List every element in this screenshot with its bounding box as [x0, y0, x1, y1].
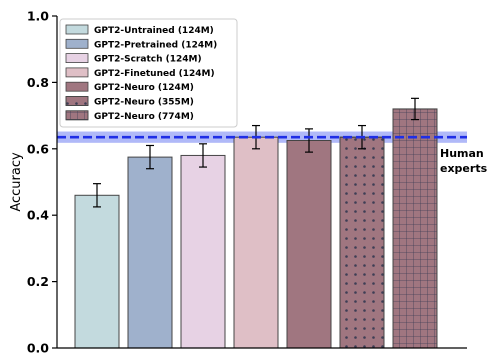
- legend-item: GPT2-Scratch (124M): [65, 53, 202, 65]
- legend-item: GPT2-Finetuned (124M): [65, 67, 215, 79]
- legend-label: GPT2-Scratch (124M): [94, 55, 202, 65]
- legend: GPT2-Untrained (124M) GPT2-Pretrained (12…: [59, 18, 238, 128]
- legend-label: GPT2-Neuro (124M): [94, 83, 194, 93]
- legend-box: [59, 18, 238, 128]
- y-tick-label: 0.0: [27, 341, 49, 354]
- y-tick-label: 0.4: [27, 208, 49, 223]
- bar-group: [74, 183, 120, 349]
- y-tick-label: 1.0: [27, 9, 49, 24]
- legend-label: GPT2-Neuro (355M): [94, 98, 194, 108]
- bar-group: [127, 144, 173, 349]
- y-tick-label: 0.6: [27, 141, 49, 156]
- legend-label: GPT2-Untrained (124M): [94, 26, 214, 36]
- axes: 0.0 0.2 0.4 0.6 0.8 1.0 Accuracy: [9, 9, 467, 354]
- error-bar: [93, 183, 101, 208]
- legend-swatch: [65, 53, 89, 63]
- legend-label: GPT2-Finetuned (124M): [94, 69, 215, 79]
- error-bar: [411, 97, 419, 121]
- legend-item: GPT2-Neuro (124M): [65, 81, 194, 93]
- legend-item: GPT2-Pretrained (124M): [65, 38, 217, 50]
- y-axis-title: Accuracy: [9, 152, 24, 212]
- bar: [233, 136, 279, 349]
- bar-group: [286, 128, 332, 349]
- legend-swatch: [65, 24, 89, 35]
- bar: [286, 140, 332, 349]
- bar-hatch: [339, 136, 385, 349]
- human-experts-label: Human experts: [440, 147, 488, 175]
- bar: [180, 154, 226, 349]
- legend-swatch: [65, 38, 89, 49]
- legend-item: GPT2-Neuro (774M): [65, 110, 194, 122]
- y-tick-label: 0.2: [27, 274, 49, 289]
- bar: [74, 194, 120, 349]
- legend-label: GPT2-Pretrained (124M): [94, 40, 217, 50]
- legend-swatch-hatch: [65, 96, 89, 106]
- error-bar: [146, 144, 154, 170]
- plot-area: Human experts: [57, 97, 488, 349]
- legend-swatch-hatch: [65, 110, 89, 121]
- bar-group: [392, 97, 438, 349]
- error-bar: [305, 128, 313, 153]
- y-tick-label: 0.8: [27, 75, 49, 90]
- legend-item: GPT2-Untrained (124M): [65, 24, 214, 36]
- legend-item: GPT2-Neuro (355M): [65, 96, 194, 108]
- bar-group: [180, 143, 226, 349]
- legend-swatch: [65, 81, 89, 92]
- bar-group: [233, 124, 279, 349]
- legend-label: GPT2-Neuro (774M): [94, 112, 194, 122]
- legend-swatch: [65, 67, 89, 78]
- bar-hatch: [392, 108, 438, 349]
- bar-group: [339, 124, 385, 349]
- error-bar: [199, 143, 207, 168]
- bar: [127, 156, 173, 349]
